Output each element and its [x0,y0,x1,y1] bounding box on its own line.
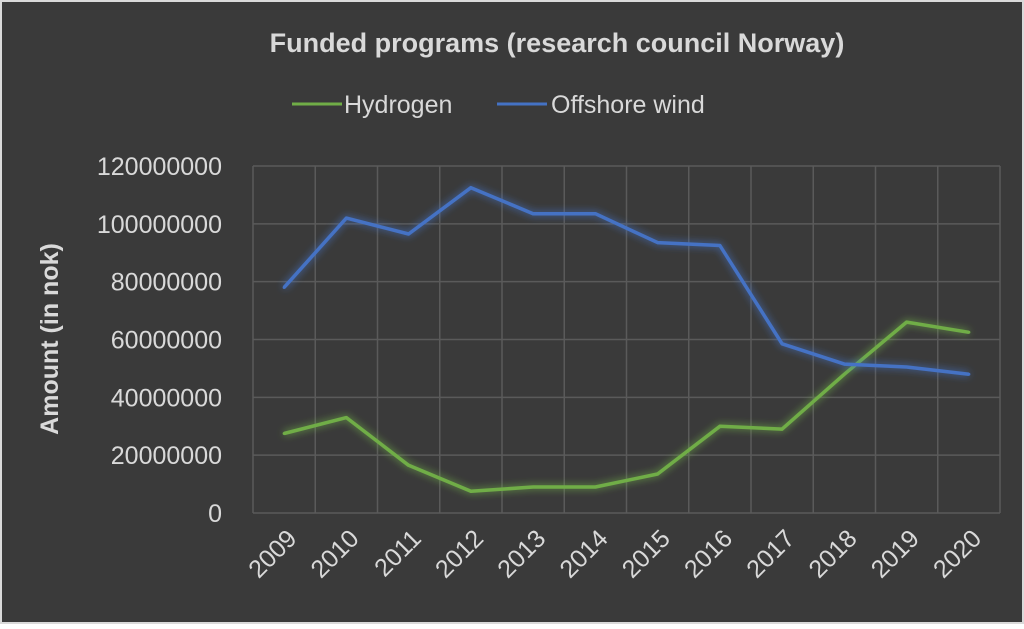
data-point-offshore-wind [905,365,909,369]
data-point-hydrogen [780,427,784,431]
legend-label-hydrogen: Hydrogen [344,91,452,119]
data-point-hydrogen [407,463,411,467]
data-point-hydrogen [469,489,473,493]
y-tick-label: 100000000 [97,211,222,239]
y-axis-title: Amount (in nok) [36,243,64,435]
data-point-hydrogen [656,472,660,476]
y-tick-label: 60000000 [111,327,222,355]
y-tick-label: 80000000 [111,269,222,297]
legend-label-offshore-wind: Offshore wind [551,91,705,119]
data-point-offshore-wind [718,244,722,248]
data-point-hydrogen [282,431,286,435]
data-point-hydrogen [842,372,846,376]
legend: Hydrogen Offshore wind [292,91,705,119]
data-point-offshore-wind [967,372,971,376]
data-point-hydrogen [718,424,722,428]
data-point-hydrogen [905,320,909,324]
chart-title: Funded programs (research council Norway… [270,28,845,58]
data-point-offshore-wind [407,232,411,236]
data-point-offshore-wind [842,362,846,366]
data-point-offshore-wind [282,285,286,289]
data-point-offshore-wind [656,241,660,245]
data-point-offshore-wind [531,212,535,216]
y-tick-label: 120000000 [97,153,222,181]
gridlines [252,165,1001,514]
series-lines [282,185,971,494]
data-point-hydrogen [593,485,597,489]
data-point-hydrogen [967,330,971,334]
data-point-offshore-wind [469,186,473,190]
data-point-hydrogen [344,416,348,420]
data-point-offshore-wind [780,342,784,346]
data-point-hydrogen [531,485,535,489]
y-tick-label: 0 [208,500,222,528]
series-line-offshore-wind [282,185,970,376]
data-point-offshore-wind [593,212,597,216]
y-tick-label: 40000000 [111,384,222,412]
y-axis-ticks: 0 20000000 40000000 60000000 80000000 1000000… [97,153,222,528]
data-point-offshore-wind [344,216,348,220]
y-tick-label: 20000000 [111,442,222,470]
